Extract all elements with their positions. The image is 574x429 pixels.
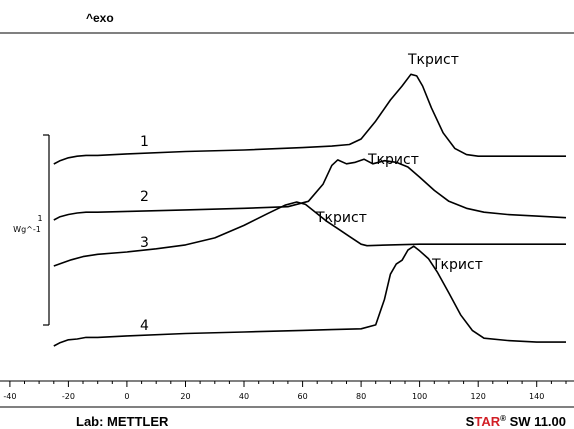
- brand-tar: TAR: [474, 414, 500, 429]
- peak-annotations: Ткрист Ткрист Ткрист Ткрист: [315, 52, 483, 273]
- curve-label-3: 3: [140, 235, 149, 251]
- lab-label: Lab: METTLER: [76, 414, 169, 429]
- scale-bar-value: 1: [37, 214, 42, 223]
- software-version: SW 11.00: [506, 414, 566, 429]
- x-tick-label: 120: [471, 392, 486, 401]
- curve-label-4: 4: [140, 318, 149, 334]
- brand-s: S: [466, 414, 475, 429]
- curve-1: [53, 73, 566, 165]
- curve-3: [53, 201, 566, 267]
- peak-annotation-3: Ткрист: [315, 210, 367, 226]
- exo-direction-label: ^exo: [86, 11, 114, 25]
- curve-4: [53, 245, 566, 347]
- curve-label-1: 1: [140, 134, 149, 150]
- curve-labels: 1 2 3 4: [140, 134, 149, 334]
- software-label: STAR® SW 11.00: [466, 414, 566, 429]
- curve-2: [53, 158, 567, 221]
- x-axis: -40 -20 0 20 40 60 80 100 120 140: [0, 380, 574, 401]
- peak-annotation-1: Ткрист: [407, 52, 459, 68]
- peak-annotation-2: Ткрист: [367, 152, 419, 168]
- x-tick-label: -40: [3, 392, 16, 401]
- x-tick-label: 140: [529, 392, 544, 401]
- x-tick-label: 0: [124, 392, 129, 401]
- curve-label-2: 2: [140, 189, 149, 205]
- x-tick-label: 80: [356, 392, 366, 401]
- x-tick-label: 60: [298, 392, 308, 401]
- scale-bar-unit: Wg^-1: [13, 225, 41, 234]
- registered-mark: ®: [500, 414, 506, 423]
- peak-annotation-4: Ткрист: [431, 257, 483, 273]
- x-tick-label: -20: [62, 392, 75, 401]
- x-tick-label: 40: [239, 392, 249, 401]
- x-tick-label: 100: [412, 392, 427, 401]
- x-tick-label: 20: [180, 392, 190, 401]
- curves: [53, 73, 567, 347]
- scale-bar: 1 Wg^-1: [13, 134, 50, 326]
